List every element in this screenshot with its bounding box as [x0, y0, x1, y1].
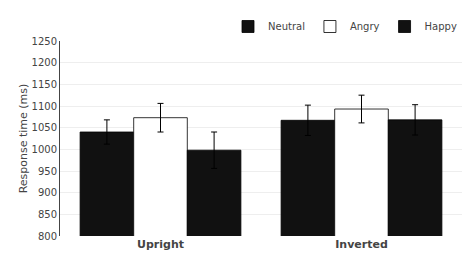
- svg-text:Neutral: Neutral: [268, 21, 305, 32]
- svg-text:1100: 1100: [32, 101, 57, 112]
- svg-text:950: 950: [38, 166, 57, 177]
- svg-text:1150: 1150: [32, 79, 57, 90]
- svg-text:800: 800: [38, 231, 57, 242]
- svg-text:Response time (ms): Response time (ms): [17, 84, 30, 194]
- svg-text:Inverted: Inverted: [335, 238, 388, 251]
- svg-text:Angry: Angry: [350, 21, 380, 32]
- svg-text:Happy: Happy: [425, 21, 457, 32]
- svg-text:900: 900: [38, 187, 57, 198]
- svg-text:1000: 1000: [32, 144, 57, 155]
- svg-text:850: 850: [38, 209, 57, 220]
- svg-text:1200: 1200: [32, 57, 57, 68]
- svg-text:1250: 1250: [32, 36, 57, 47]
- svg-text:1050: 1050: [32, 122, 57, 133]
- svg-text:Upright: Upright: [137, 238, 184, 251]
